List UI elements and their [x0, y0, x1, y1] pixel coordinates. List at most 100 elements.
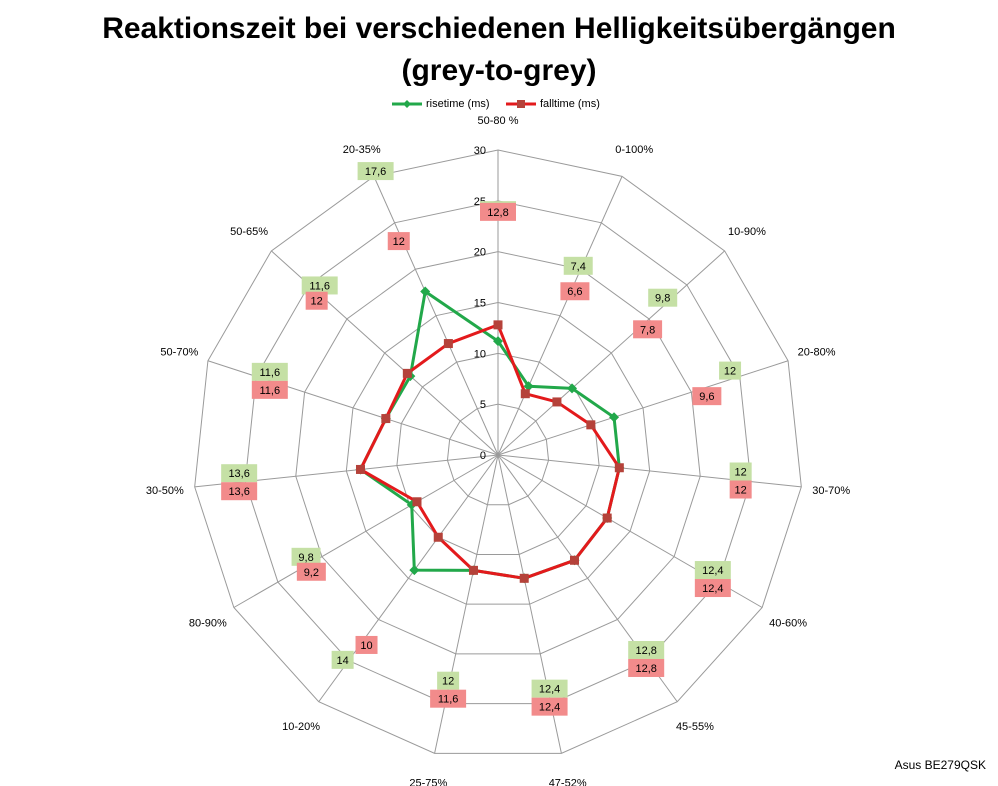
risetime-point — [409, 565, 420, 576]
falltime-data-label: 12 — [735, 485, 747, 497]
risetime-data-label-box — [301, 276, 338, 295]
falltime-point — [443, 339, 453, 349]
risetime-data-label: 14 — [337, 655, 349, 667]
risetime-data-label-box — [251, 362, 288, 381]
grid-ring — [295, 251, 701, 655]
category-label: 47-52% — [549, 778, 587, 786]
falltime-data-label: 9,6 — [699, 391, 714, 403]
falltime-data-label: 12,4 — [539, 702, 560, 714]
risetime-data-label-box — [719, 361, 742, 380]
category-label: 10-90% — [728, 226, 766, 238]
risetime-data-label-box — [563, 256, 593, 275]
risetime-data-label-box — [694, 561, 731, 580]
falltime-data-label-box — [305, 291, 328, 310]
risetime-data-label: 17,6 — [365, 166, 386, 178]
grid-spoke — [373, 176, 499, 456]
risetime-data-label-box — [729, 462, 752, 481]
falltime-data-label: 7,8 — [640, 324, 655, 336]
risetime-data-label-box — [331, 650, 354, 669]
falltime-data-label: 12,8 — [487, 207, 508, 219]
falltime-data-label-box — [729, 480, 752, 499]
falltime-data-label: 12 — [311, 296, 323, 308]
grid-ring — [194, 149, 802, 754]
falltime-data-label-box — [430, 689, 467, 708]
risetime-point — [609, 412, 620, 423]
falltime-data-label-box — [628, 658, 665, 677]
risetime-point — [567, 383, 578, 394]
falltime-data-label-box — [251, 380, 288, 399]
falltime-point — [519, 573, 529, 583]
falltime-series-line — [358, 323, 621, 580]
falltime-data-label: 11,6 — [260, 385, 281, 397]
risetime-data-label: 11,6 — [309, 280, 330, 292]
grid-ring — [244, 200, 752, 705]
falltime-data-label-box — [692, 387, 722, 406]
falltime-data-label: 13,6 — [228, 486, 249, 498]
risetime-point — [493, 336, 503, 347]
falltime-data-label: 12,8 — [635, 663, 656, 675]
falltime-data-label-box — [221, 482, 258, 501]
legend-item-risetime: risetime (ms) — [392, 98, 490, 110]
falltime-point — [493, 320, 503, 330]
legend-falltime-label: falltime (ms) — [540, 98, 600, 110]
falltime-data-label-box — [296, 562, 326, 581]
falltime-point — [402, 368, 412, 378]
falltime-point — [569, 555, 579, 565]
category-label: 50-70% — [160, 346, 198, 358]
chart-title: Reaktionszeit bei verschiedenen Helligke… — [0, 8, 998, 92]
grid-spoke — [207, 360, 499, 456]
risetime-data-label-box — [221, 464, 258, 483]
category-label: 30-50% — [146, 485, 184, 497]
risetime-data-label: 11,6 — [260, 367, 281, 379]
risetime-data-label-box — [437, 671, 460, 690]
tick-label: 30 — [474, 145, 486, 157]
risetime-point — [523, 381, 534, 392]
legend-falltime-marker-icon — [506, 100, 536, 108]
risetime-data-label: 9,8 — [655, 293, 670, 305]
risetime-point — [420, 286, 431, 297]
legend-item-falltime: falltime (ms) — [506, 98, 600, 110]
grid-ring — [345, 301, 651, 605]
grid-spoke — [497, 250, 725, 456]
legend-risetime-marker-icon — [392, 100, 422, 108]
grid-spoke — [497, 360, 789, 456]
falltime-point — [468, 565, 478, 575]
risetime-data-label: 13,6 — [228, 468, 249, 480]
risetime-data-label-box — [291, 547, 321, 566]
category-label: 10-20% — [282, 721, 320, 733]
risetime-data-label-box — [531, 679, 568, 698]
category-label: 20-35% — [343, 144, 381, 156]
tick-label: 0 — [480, 450, 486, 462]
risetime-data-label: 12 — [724, 366, 736, 378]
falltime-point — [586, 420, 596, 430]
falltime-data-label-box — [560, 282, 590, 301]
tick-label: 15 — [474, 298, 486, 310]
risetime-data-label: 12 — [735, 467, 747, 479]
risetime-data-label-box — [648, 288, 678, 307]
falltime-point — [552, 397, 562, 407]
risetime-data-label: 12,4 — [539, 684, 560, 696]
falltime-data-label-box — [480, 202, 516, 221]
falltime-point — [433, 532, 443, 542]
risetime-data-label: 12 — [442, 676, 454, 688]
grid-spoke — [497, 454, 802, 488]
falltime-data-label-box — [531, 697, 568, 716]
falltime-data-label-box — [633, 320, 663, 339]
falltime-data-label-box — [387, 232, 410, 251]
category-label: 30-70% — [812, 485, 850, 497]
falltime-point — [520, 389, 530, 399]
falltime-data-label: 10 — [360, 640, 372, 652]
grid-ring — [446, 403, 550, 506]
falltime-data-label: 9,2 — [304, 567, 319, 579]
grid-spoke — [497, 176, 623, 456]
falltime-point — [602, 513, 612, 523]
falltime-point — [355, 464, 365, 474]
category-label: 45-55% — [676, 721, 714, 733]
tick-label: 20 — [474, 247, 486, 259]
risetime-series-line — [358, 290, 621, 580]
brand-label: Asus BE279QSK — [894, 758, 986, 772]
category-label: 80-90% — [189, 618, 227, 630]
falltime-data-label: 12 — [393, 236, 405, 248]
tick-label: 10 — [474, 348, 486, 360]
